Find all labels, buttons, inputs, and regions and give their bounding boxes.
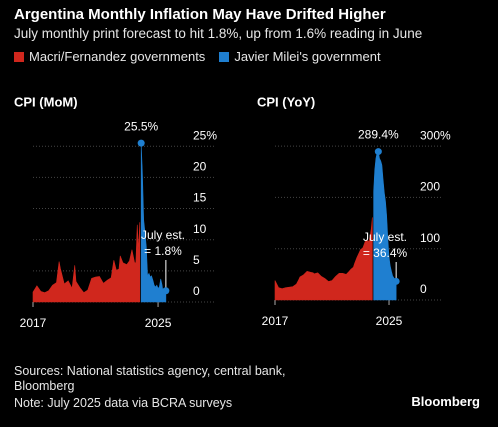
legend-item: Macri/Fernandez governments [14, 49, 205, 64]
legend-swatch [219, 51, 230, 62]
x-tick-label: 2017 [262, 314, 289, 328]
note: Note: July 2025 data via BCRA surveys [14, 396, 233, 410]
value-label: 25.5% [124, 119, 158, 133]
chart-title: CPI (YoY) [257, 94, 315, 109]
source: Sources: National statistics agency, cen… [14, 364, 286, 393]
annotation: July est. [141, 228, 185, 242]
marker [137, 139, 145, 147]
y-tick-label: 0 [420, 282, 427, 296]
legend-item: Javier Milei's government [219, 49, 381, 64]
value-label: 289.4% [358, 128, 399, 142]
x-tick-label: 2017 [20, 316, 47, 330]
marker [374, 148, 382, 156]
value-label: = 1.8% [144, 244, 182, 258]
y-tick-label: 15 [193, 191, 207, 205]
legend-swatch [14, 51, 24, 62]
area [274, 217, 373, 301]
subtitle: July monthly print forecast to hit 1.8%,… [14, 26, 423, 41]
x-tick-label: 2025 [145, 316, 172, 330]
y-tick-label: 0 [193, 284, 200, 298]
title: Argentina Monthly Inflation May Have Dri… [14, 6, 386, 23]
area [373, 151, 397, 301]
y-tick-label: 20 [193, 160, 207, 174]
y-tick-label: 5 [193, 253, 200, 267]
marker [162, 287, 170, 295]
y-tick-label: 25% [193, 128, 217, 142]
brand: Bloomberg [411, 394, 480, 409]
area [140, 143, 167, 303]
y-tick-label: 300% [420, 128, 451, 142]
area [32, 222, 141, 303]
x-tick-label: 2025 [376, 314, 403, 328]
y-tick-label: 10 [193, 222, 207, 236]
legend-label: Macri/Fernandez governments [29, 49, 206, 64]
y-tick-label: 200 [420, 180, 440, 194]
value-label: = 36.4% [363, 246, 408, 260]
legend: Macri/Fernandez governments Javier Milei'… [14, 49, 381, 64]
annotation: July est. [363, 230, 407, 244]
legend-label: Javier Milei's government [234, 49, 381, 64]
y-tick-label: 100 [420, 231, 440, 245]
chart-title: CPI (MoM) [14, 94, 78, 109]
marker [392, 277, 400, 285]
